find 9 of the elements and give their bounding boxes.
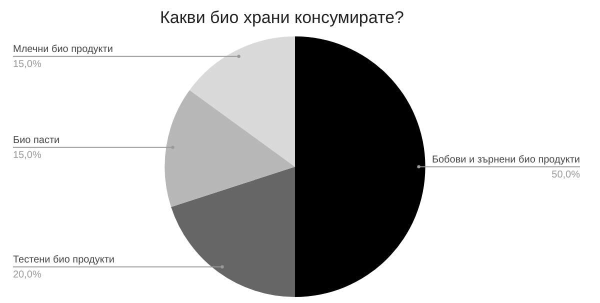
data-label: 15,0% xyxy=(13,150,42,162)
data-label: 20,0% xyxy=(13,270,42,281)
slice-label: Млечни био продукти xyxy=(13,44,113,56)
data-label: 15,0% xyxy=(13,59,42,70)
slice-label: Тестени био продукти xyxy=(13,254,114,266)
slice-label: Бобови и зърнени био продукти xyxy=(432,154,580,166)
chart-title: Какви био храни консумирате? xyxy=(160,8,404,27)
slice-label: Био пасти xyxy=(13,135,60,146)
data-label: 50,0% xyxy=(552,169,580,180)
